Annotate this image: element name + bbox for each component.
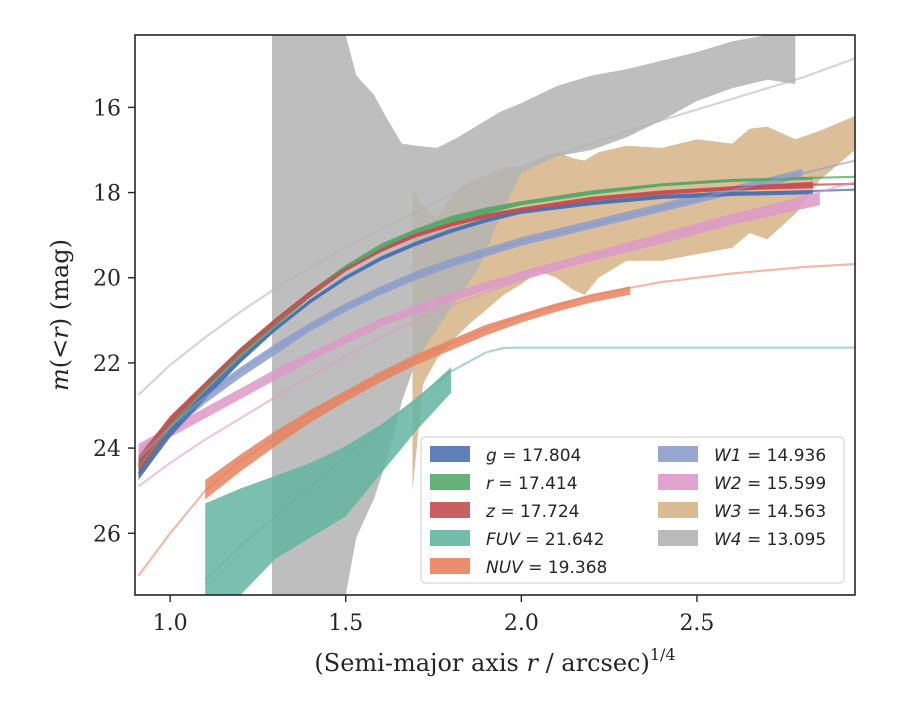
- legend-label: r = 17.414: [486, 474, 578, 494]
- legend-box: [420, 436, 845, 584]
- curve-w2: [137, 180, 855, 488]
- legend-swatch: [430, 502, 470, 518]
- legend-label: NUV = 19.368: [486, 558, 607, 578]
- legend-item-w2: W2 = 15.599: [658, 474, 826, 494]
- legend-item-g: g = 17.804: [430, 446, 581, 466]
- y-tick-label: 26: [93, 522, 121, 547]
- curve-g: [137, 188, 855, 475]
- curve-w1: [137, 159, 855, 460]
- curve-nuv: [137, 263, 855, 577]
- y-axis-title: m(<r) (mag): [46, 239, 74, 391]
- y-tick-label: 16: [93, 96, 121, 121]
- legend-label: g = 17.804: [486, 446, 581, 466]
- legend-item-w1: W1 = 14.936: [658, 446, 826, 466]
- legend-item-z: z = 17.724: [430, 502, 579, 522]
- plot-frame: [134, 34, 856, 596]
- legend-label: W2 = 15.599: [714, 474, 826, 494]
- legend-swatch: [658, 446, 698, 462]
- legend-swatch: [658, 530, 698, 546]
- legend-item-r: r = 17.414: [430, 474, 578, 494]
- band-w2: [138, 192, 820, 455]
- legend-item-w4: W4 = 13.095: [658, 530, 826, 550]
- x-tick-label: 2.5: [679, 611, 714, 636]
- legend-swatch: [430, 530, 470, 546]
- y-axis: 16 18 20 22 24 26: [93, 96, 135, 547]
- legend-item-nuv: NUV = 19.368: [430, 558, 607, 578]
- curve-w4: [137, 57, 855, 396]
- legend-swatch: [430, 446, 470, 462]
- legend-item-w3: W3 = 14.563: [658, 502, 826, 522]
- legend-swatch: [430, 474, 470, 490]
- legend-swatch: [658, 474, 698, 490]
- legend-swatch: [658, 502, 698, 518]
- curve-z: [137, 182, 855, 466]
- curves-layer: [137, 57, 855, 581]
- y-tick-label: 24: [93, 437, 121, 462]
- band-w4: [272, 35, 796, 595]
- x-axis: 1.0 1.5 2.0 2.5: [153, 595, 714, 636]
- x-tick-label: 2.0: [504, 611, 539, 636]
- y-tick-label: 22: [93, 352, 121, 377]
- legend-label: W3 = 14.563: [714, 502, 826, 522]
- legend-swatch: [430, 558, 470, 574]
- y-tick-label: 18: [93, 182, 121, 207]
- band-fuv: [205, 367, 452, 595]
- x-axis-title: (Semi-major axis r / arcsec)1/4: [314, 645, 675, 677]
- legend-label: W1 = 14.936: [714, 446, 826, 466]
- legend-label: W4 = 13.095: [714, 530, 826, 550]
- curve-fuv: [204, 346, 855, 581]
- legend-label: FUV = 21.642: [486, 530, 604, 550]
- x-tick-label: 1.5: [328, 611, 363, 636]
- legend-item-fuv: FUV = 21.642: [430, 530, 604, 550]
- legend-label: z = 17.724: [485, 502, 579, 522]
- x-tick-label: 1.0: [153, 611, 188, 636]
- legend: g = 17.804 r = 17.414 z = 17.724 FUV = 21.6…: [420, 436, 845, 584]
- y-tick-label: 20: [93, 267, 121, 292]
